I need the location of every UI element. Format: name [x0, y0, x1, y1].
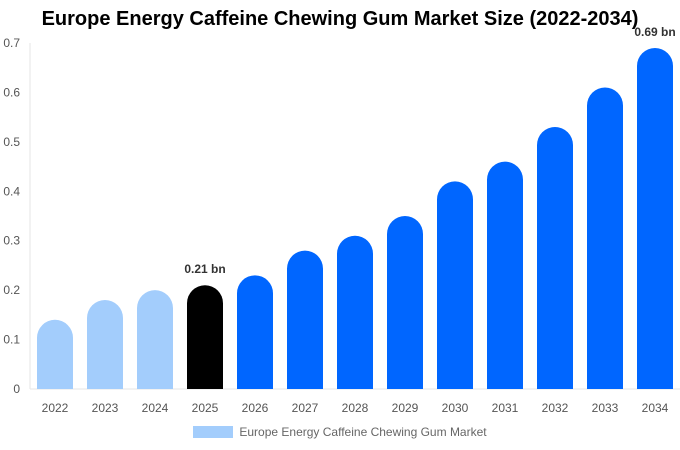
y-tick-label: 0.2: [3, 283, 20, 297]
x-tick-label: 2026: [242, 401, 269, 415]
bar-2022: [37, 319, 73, 389]
y-tick-label: 0.5: [3, 135, 20, 149]
bar-2034: [637, 47, 673, 389]
data-label-2034: 0.69 bn: [634, 25, 675, 39]
bar-2026: [237, 275, 273, 389]
bar-2025: [187, 285, 223, 389]
bar-2029: [387, 216, 423, 389]
x-tick-label: 2023: [92, 401, 119, 415]
x-tick-label: 2024: [142, 401, 169, 415]
legend-swatch: [193, 426, 234, 438]
x-tick-label: 2029: [392, 401, 419, 415]
x-tick-label: 2034: [642, 401, 669, 415]
y-tick-label: 0.7: [3, 36, 20, 50]
x-tick-label: 2033: [592, 401, 619, 415]
x-tick-label: 2031: [492, 401, 519, 415]
bar-2033: [587, 87, 623, 389]
x-tick-label: 2028: [342, 401, 369, 415]
chart-title: Europe Energy Caffeine Chewing Gum Marke…: [41, 8, 639, 30]
data-label-2025: 0.21 bn: [184, 262, 225, 276]
bar-2023: [87, 300, 123, 389]
legend-label: Europe Energy Caffeine Chewing Gum Marke…: [239, 425, 487, 439]
y-tick-label: 0.1: [3, 333, 20, 347]
bar-2027: [287, 250, 323, 389]
bar-2028: [337, 235, 373, 389]
bar-2024: [137, 290, 173, 389]
x-tick-label: 2032: [542, 401, 569, 415]
y-tick-label: 0: [13, 382, 20, 396]
y-tick-label: 0.4: [3, 184, 20, 198]
bar-2031: [487, 161, 523, 389]
y-tick-label: 0.3: [3, 234, 20, 248]
bar-2032: [537, 127, 573, 389]
x-tick-label: 2027: [292, 401, 319, 415]
x-tick-label: 2022: [42, 401, 69, 415]
x-tick-label: 2030: [442, 401, 469, 415]
legend: Europe Energy Caffeine Chewing Gum Marke…: [0, 425, 680, 439]
y-tick-label: 0.6: [3, 85, 20, 99]
x-tick-label: 2025: [192, 401, 219, 415]
bar-2030: [437, 181, 473, 389]
